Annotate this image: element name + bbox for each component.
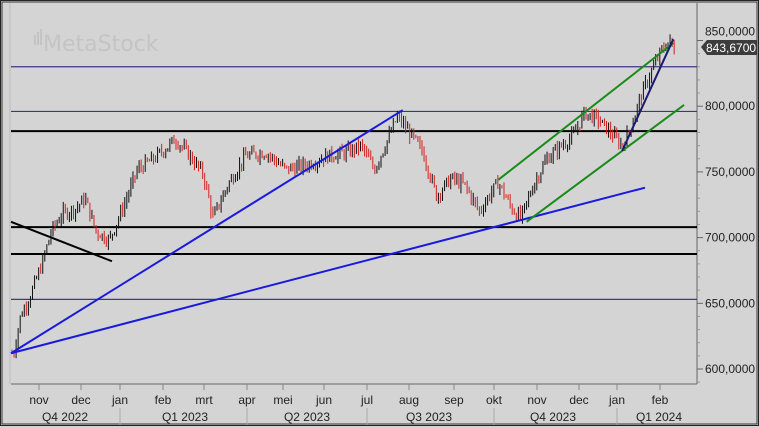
green-channel-lower-line: [525, 104, 685, 223]
month-label: nov: [527, 393, 546, 407]
month-label: jan: [111, 393, 128, 407]
quarter-label: Q3 2023: [406, 410, 452, 424]
month-label: aug: [399, 393, 419, 407]
month-label: mrt: [195, 393, 213, 407]
y-tick-label: 750,0000: [705, 165, 755, 179]
black-downtrend-line: [10, 220, 113, 263]
month-label: jul: [360, 393, 373, 407]
blue-trend-shallow-line: [10, 186, 646, 355]
quarter-label: Q4 2023: [530, 410, 576, 424]
last-price-badge: 843,6700: [701, 40, 757, 55]
ohlc-bars: [11, 34, 675, 359]
quarter-label: Q1 2023: [162, 410, 208, 424]
month-label: jan: [608, 393, 625, 407]
trend-lines: [10, 38, 685, 355]
month-label: okt: [486, 393, 503, 407]
month-label: dec: [569, 393, 588, 407]
month-label: feb: [155, 393, 172, 407]
y-tick-label: 650,0000: [705, 296, 755, 310]
y-tick-label: 600,0000: [705, 362, 755, 376]
quarter-label: Q4 2022: [42, 410, 88, 424]
month-label: sep: [444, 393, 464, 407]
watermark-text: MetaStock: [43, 32, 159, 57]
last-price-label: 843,6700: [706, 41, 756, 55]
y-tick-label: 700,0000: [705, 231, 755, 245]
y-axis: 850,0000 800,0000 750,0000 700,0000 650,0000…: [697, 25, 755, 383]
month-label: nov: [29, 393, 48, 407]
navy-steep-trend-line: [621, 38, 675, 152]
y-tick-label: 850,0000: [705, 25, 755, 39]
month-label: dec: [71, 393, 90, 407]
y-tick-label: 800,0000: [705, 99, 755, 113]
horizontal-levels: [11, 66, 697, 300]
month-label: mei: [273, 393, 292, 407]
month-label: feb: [652, 393, 669, 407]
quarter-label: Q1 2024: [636, 410, 682, 424]
x-axis: nov dec jan feb mrt apr mei jun jul aug sep okt nov d…: [29, 384, 682, 425]
month-label: jun: [315, 393, 332, 407]
month-label: apr: [238, 393, 255, 407]
green-channel-upper-line: [497, 42, 674, 181]
quarter-label: Q2 2023: [284, 410, 330, 424]
metastock-watermark: MetaStock: [34, 29, 159, 57]
blue-trend-steep-line: [10, 109, 404, 355]
